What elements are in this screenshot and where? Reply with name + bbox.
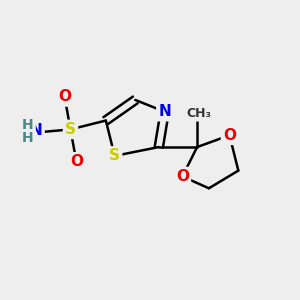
Text: O: O bbox=[223, 128, 236, 143]
Text: O: O bbox=[58, 89, 71, 104]
Text: H: H bbox=[22, 131, 34, 145]
Text: H: H bbox=[22, 118, 34, 132]
Text: S: S bbox=[109, 148, 120, 164]
Text: N: N bbox=[158, 104, 171, 119]
Text: O: O bbox=[70, 154, 83, 169]
Text: O: O bbox=[176, 169, 189, 184]
Text: N: N bbox=[30, 123, 43, 138]
Text: S: S bbox=[65, 122, 76, 137]
Text: CH₃: CH₃ bbox=[186, 107, 211, 120]
